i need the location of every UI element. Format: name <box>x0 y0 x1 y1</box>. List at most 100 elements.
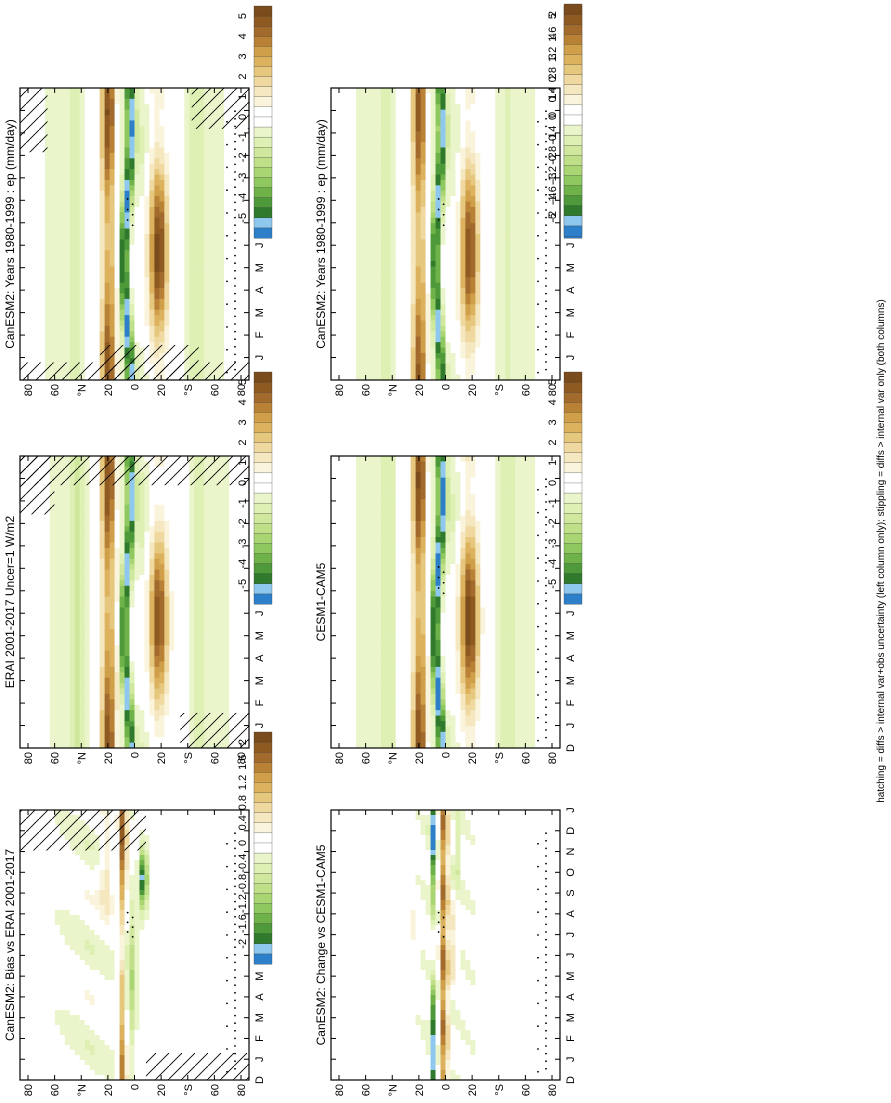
heatmap-cell <box>355 174 362 181</box>
heatmap-cell <box>134 315 140 321</box>
heatmap-cell <box>400 136 407 143</box>
heatmap-cell <box>94 163 101 170</box>
heatmap-cell <box>39 325 46 332</box>
colorbar-label: -5 <box>237 213 249 223</box>
heatmap-cell <box>395 201 402 208</box>
heatmap-cell <box>214 325 220 332</box>
heatmap-cell <box>425 93 431 100</box>
heatmap-cell <box>420 223 426 229</box>
heatmap-cell <box>475 158 481 165</box>
heatmap-cell <box>104 239 111 246</box>
heatmap-cell <box>64 98 71 105</box>
heatmap-cell <box>49 196 56 202</box>
heatmap-cell <box>64 320 71 327</box>
heatmap-cell <box>204 206 210 213</box>
heatmap-cell <box>119 163 125 170</box>
heatmap-cell <box>500 104 506 111</box>
heatmap-cell <box>525 109 531 116</box>
heatmap-cell <box>505 347 511 354</box>
heatmap-cell <box>335 234 342 240</box>
heatmap-cell <box>505 174 511 181</box>
heatmap-cell <box>430 282 436 289</box>
heatmap-cell <box>104 309 111 316</box>
heatmap-cell <box>380 185 387 192</box>
heatmap-cell <box>430 293 436 300</box>
heatmap-cell <box>214 320 220 327</box>
heatmap-cell <box>149 255 155 262</box>
heatmap-cell <box>410 158 417 165</box>
heatmap-cell <box>239 239 245 246</box>
heatmap-cell <box>365 325 372 332</box>
heatmap-cell <box>385 93 392 100</box>
heatmap-cell <box>530 131 536 138</box>
heatmap-cell <box>129 196 135 202</box>
heatmap-cell <box>184 131 190 138</box>
heatmap-cell <box>234 266 240 273</box>
heatmap-cell <box>380 352 387 359</box>
heatmap-cell <box>525 88 531 94</box>
heatmap-cell <box>335 206 342 213</box>
heatmap-cell <box>69 358 76 365</box>
heatmap-cell <box>540 88 546 94</box>
heatmap-cell <box>455 217 461 224</box>
heatmap-cell <box>99 88 106 94</box>
heatmap-cell <box>485 358 491 365</box>
heatmap-cell <box>54 163 61 170</box>
heatmap-cell <box>24 163 31 170</box>
heatmap-cell <box>79 223 86 229</box>
heatmap-cell <box>480 217 486 224</box>
heatmap-cell <box>450 179 456 186</box>
heatmap-cell <box>29 163 36 170</box>
heatmap-cell <box>530 212 536 219</box>
heatmap-cell <box>515 309 521 316</box>
heatmap-cell <box>204 347 210 354</box>
heatmap-cell <box>104 201 111 208</box>
heatmap-cell <box>500 163 506 170</box>
heatmap-cell <box>360 131 367 138</box>
heatmap-cell <box>435 228 441 235</box>
heatmap-cell <box>154 320 160 327</box>
heatmap-cell <box>224 358 230 365</box>
heatmap-cell <box>69 234 76 240</box>
heatmap-cell <box>335 239 342 246</box>
heatmap-cell <box>495 325 501 332</box>
heatmap-cell <box>455 163 461 170</box>
heatmap-cell <box>99 282 106 289</box>
heatmap-cell <box>390 336 397 343</box>
heatmap-cell <box>415 179 422 186</box>
heatmap-cell <box>144 293 150 300</box>
heatmap-cell <box>360 369 367 375</box>
heatmap-cell <box>450 228 456 235</box>
heatmap-cell <box>405 234 412 240</box>
heatmap-cell <box>340 234 347 240</box>
heatmap-cell <box>229 282 235 289</box>
heatmap-cell <box>89 93 96 100</box>
heatmap-cell <box>239 255 245 262</box>
heatmap-cell <box>134 206 140 213</box>
heatmap-cell <box>485 363 491 370</box>
heatmap-cell <box>54 120 61 127</box>
heatmap-cell <box>410 315 417 321</box>
heatmap-cell <box>340 169 347 175</box>
heatmap-cell <box>159 201 165 208</box>
heatmap-cell <box>455 223 461 229</box>
heatmap-cell <box>495 358 501 365</box>
heatmap-cell <box>480 212 486 219</box>
heatmap-cell <box>104 315 111 321</box>
heatmap-cell <box>455 136 461 143</box>
heatmap-cell <box>94 261 101 267</box>
heatmap-cell <box>345 331 352 338</box>
heatmap-cell <box>229 212 235 219</box>
heatmap-cell <box>34 277 41 284</box>
heatmap-cell <box>94 179 101 186</box>
heatmap-cell <box>380 196 387 202</box>
heatmap-cell <box>480 374 486 381</box>
heatmap-cell <box>149 288 155 294</box>
heatmap-cell <box>345 320 352 327</box>
heatmap-cell <box>239 152 245 159</box>
heatmap-cell <box>104 190 111 197</box>
heatmap-cell <box>244 244 250 251</box>
heatmap-cell <box>390 109 397 116</box>
heatmap-cell <box>495 206 501 213</box>
heatmap-cell <box>94 169 101 175</box>
